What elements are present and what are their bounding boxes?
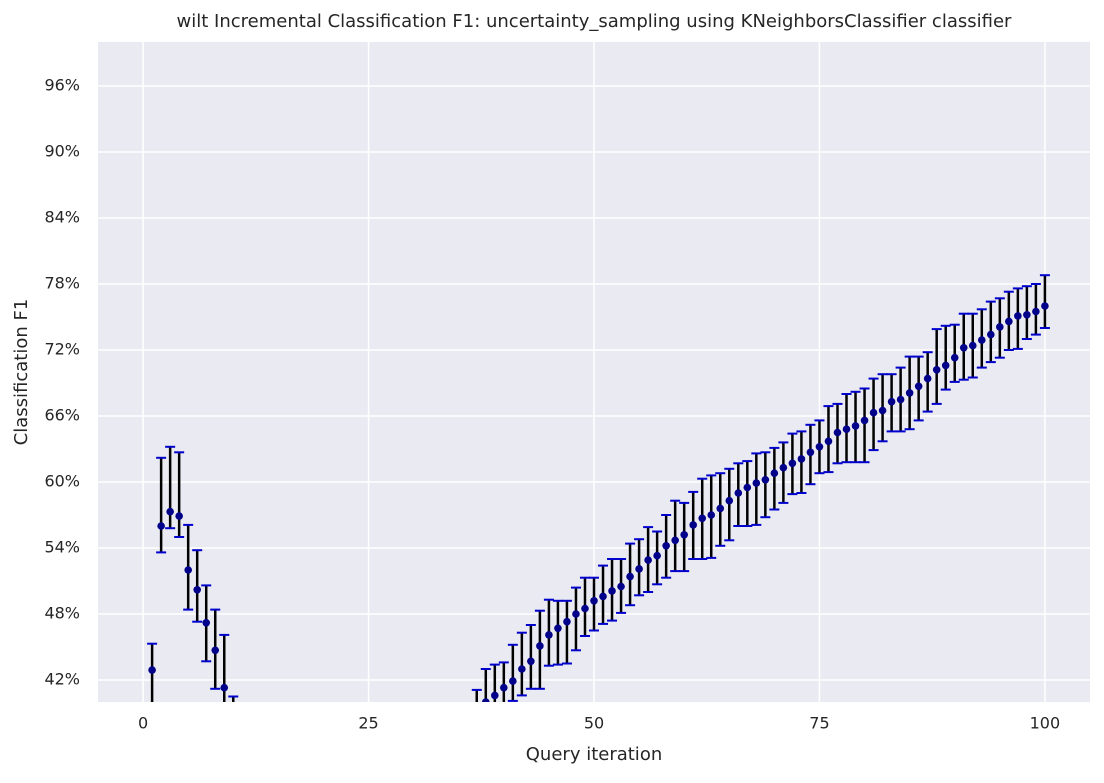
y-axis-label: Classification F1 — [11, 299, 32, 446]
data-point — [662, 542, 670, 550]
data-point — [1041, 302, 1049, 310]
data-point — [509, 677, 517, 685]
x-tick-label: 50 — [584, 714, 604, 733]
data-point — [554, 624, 562, 633]
y-tick-label: 84% — [44, 208, 80, 227]
data-point — [987, 330, 995, 339]
data-point — [761, 476, 770, 484]
data-point — [743, 483, 752, 492]
data-point — [1005, 317, 1013, 326]
data-point — [211, 646, 220, 655]
y-tick-label: 66% — [44, 406, 80, 425]
data-point — [175, 512, 183, 520]
data-point — [824, 437, 833, 446]
data-point — [590, 597, 598, 605]
grid — [98, 42, 1090, 702]
x-tick-label: 100 — [1030, 714, 1061, 733]
data-point — [527, 657, 535, 666]
data-point — [518, 665, 526, 673]
data-point — [860, 416, 869, 425]
data-point — [608, 587, 616, 595]
data-point — [797, 455, 806, 463]
x-tick-label: 0 — [138, 714, 148, 733]
data-point — [905, 389, 914, 397]
data-point — [671, 536, 679, 545]
x-tick-label: 25 — [358, 714, 378, 733]
data-point — [202, 619, 211, 627]
data-point — [481, 698, 490, 702]
data-point — [689, 521, 697, 529]
data-point — [770, 469, 779, 478]
data-point — [563, 617, 571, 626]
data-point — [500, 683, 508, 692]
x-tick-label: 75 — [809, 714, 829, 733]
data-point — [626, 572, 634, 581]
data-point — [193, 586, 201, 594]
data-point — [932, 366, 941, 374]
data-point — [878, 406, 887, 415]
data-point — [473, 715, 481, 723]
data-point — [680, 531, 688, 539]
data-point — [914, 382, 923, 391]
data-point — [617, 582, 625, 591]
data-point — [725, 496, 734, 505]
data-point — [851, 422, 860, 430]
data-point — [887, 397, 896, 406]
y-tick-label: 96% — [44, 76, 80, 95]
data-point — [996, 323, 1004, 331]
data-point — [716, 504, 725, 513]
data-point — [950, 353, 959, 362]
data-point — [941, 361, 950, 370]
y-tick-label: 78% — [44, 274, 80, 293]
marks — [147, 274, 1050, 728]
data-point — [572, 610, 580, 618]
data-point — [653, 551, 661, 560]
chart-title: wilt Incremental Classification F1: unce… — [177, 11, 1012, 32]
y-tick-label: 54% — [44, 538, 80, 557]
data-point — [184, 566, 192, 574]
data-point — [752, 479, 761, 487]
data-point — [806, 448, 815, 457]
data-point — [581, 604, 589, 613]
data-point — [698, 514, 707, 523]
data-point — [148, 666, 156, 674]
data-point — [959, 344, 968, 352]
x-axis-label: Query iteration — [526, 744, 662, 765]
data-point — [734, 489, 743, 497]
data-point — [977, 336, 986, 344]
data-point — [923, 374, 932, 383]
data-point — [896, 395, 905, 404]
data-point — [815, 443, 824, 451]
data-point — [536, 642, 544, 650]
data-point — [166, 507, 174, 516]
y-tick-label: 90% — [44, 142, 80, 161]
data-point — [545, 631, 553, 639]
data-point — [491, 691, 499, 700]
labels: 42% 48% 54% 60% 66% 72% 78% 84% 90% 96% 0 25 50 75 100 — [44, 76, 1060, 733]
data-point — [599, 592, 607, 601]
data-point — [1023, 311, 1031, 319]
data-point — [788, 459, 797, 468]
data-point — [779, 463, 788, 472]
data-point — [968, 341, 977, 350]
y-tick-label: 42% — [44, 670, 80, 689]
y-tick-label: 60% — [44, 472, 80, 491]
y-tick-label: 48% — [44, 604, 80, 623]
y-tick-label: 72% — [44, 340, 80, 359]
data-point — [707, 511, 716, 519]
data-point — [644, 556, 652, 564]
data-point — [833, 428, 842, 437]
data-point — [220, 683, 229, 692]
data-point — [157, 522, 165, 530]
data-point — [229, 720, 237, 728]
data-point — [842, 425, 851, 434]
data-point — [1032, 307, 1040, 316]
data-point — [635, 565, 643, 573]
data-point — [1014, 312, 1022, 320]
data-point — [869, 408, 878, 417]
